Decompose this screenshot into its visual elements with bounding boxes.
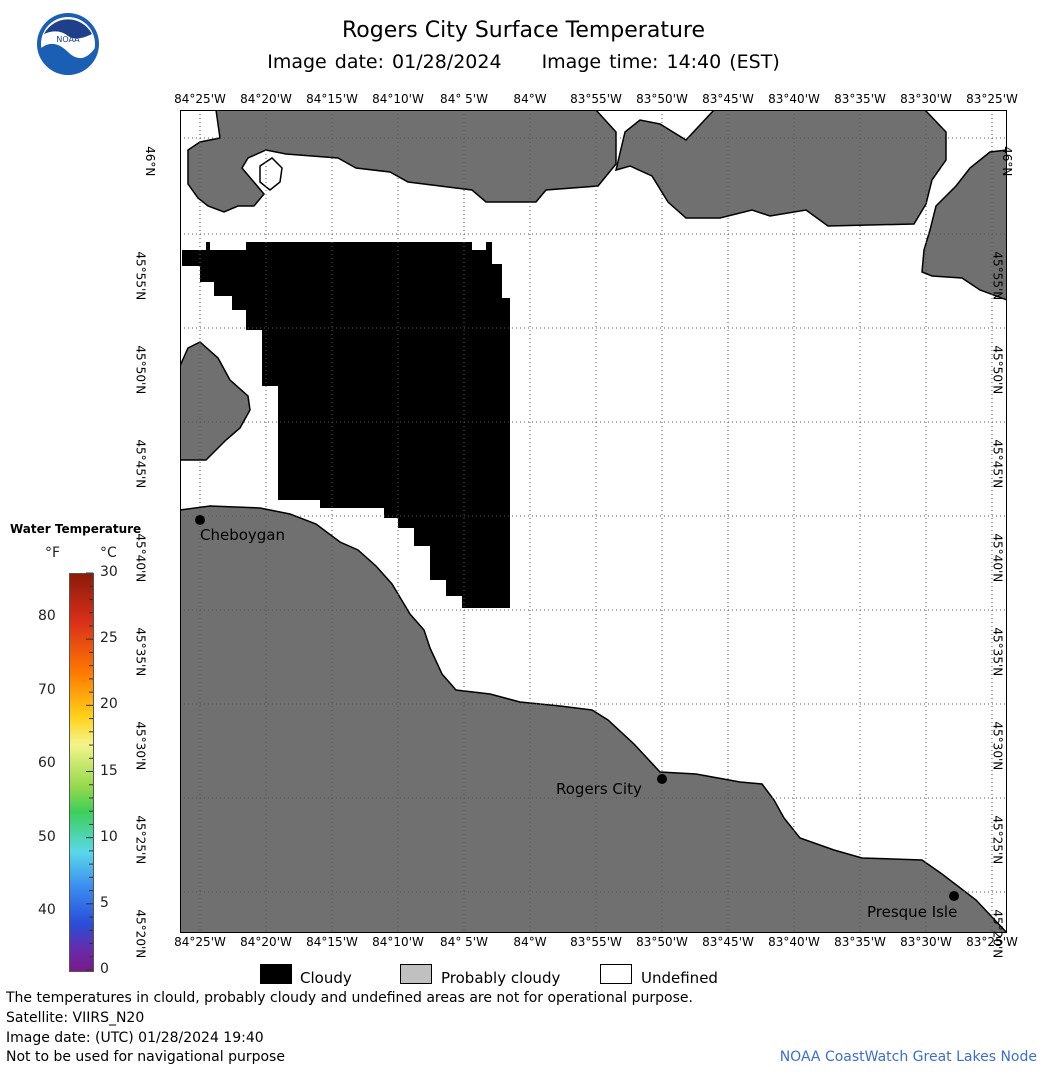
longitude-label: 84°10'W xyxy=(372,92,424,106)
longitude-label: 83°55'W xyxy=(570,935,622,949)
footer-navigation-note: Not to be used for navigational purpose xyxy=(6,1049,285,1065)
longitude-label: 84°15'W xyxy=(306,92,358,106)
longitude-label: 83°25'W xyxy=(966,92,1018,106)
longitude-label: 83°30'W xyxy=(900,935,952,949)
legend-unit-c: °C xyxy=(100,545,117,561)
land-west-point xyxy=(180,341,251,461)
footer-disclaimer: The temperatures in clould, probably clo… xyxy=(6,990,693,1006)
land-northeast xyxy=(921,149,1007,301)
latitude-label: 45°25'N xyxy=(990,815,1005,865)
land-bois-blanc xyxy=(187,110,617,213)
footer-satellite: Satellite: VIIRS_N20 xyxy=(6,1010,145,1026)
longitude-label: 84° 5'W xyxy=(440,92,488,106)
land-east-island xyxy=(614,110,947,227)
city-label-presque-isle: Presque Isle xyxy=(867,903,958,921)
key-cloudy-swatch xyxy=(260,964,292,984)
longitude-label: 84°20'W xyxy=(240,935,292,949)
longitude-label: 84°20'W xyxy=(240,92,292,106)
fahrenheit-tick-label: 50 xyxy=(38,828,56,845)
rogers-city-marker xyxy=(657,774,667,784)
longitude-label: 83°40'W xyxy=(768,92,820,106)
logo-text: NOAA xyxy=(56,35,80,44)
fahrenheit-tick-label: 60 xyxy=(38,755,56,772)
longitude-label: 83°40'W xyxy=(768,935,820,949)
longitude-label: 83°50'W xyxy=(636,92,688,106)
latitude-label: 45°55'N xyxy=(133,251,148,301)
footer-credit: NOAA CoastWatch Great Lakes Node xyxy=(779,1049,1037,1065)
longitude-label: 83°35'W xyxy=(834,935,886,949)
image-date: Image date: 01/28/2024 xyxy=(267,51,502,73)
longitude-label: 83°50'W xyxy=(636,935,688,949)
latitude-label: 45°20'N xyxy=(990,909,1005,959)
fahrenheit-tick-label: 80 xyxy=(38,608,56,625)
longitude-label: 84°W xyxy=(513,935,547,949)
footer-utc-date: Image date: (UTC) 01/28/2024 19:40 xyxy=(6,1030,264,1046)
latitude-label: 46°N xyxy=(142,146,157,177)
city-markers xyxy=(195,515,959,901)
celsius-tick-label: 0 xyxy=(100,961,109,977)
longitude-label: 84° 5'W xyxy=(440,935,488,949)
image-time: Image time: 14:40 (EST) xyxy=(541,51,780,73)
longitude-label: 83°35'W xyxy=(834,92,886,106)
latitude-label: 45°30'N xyxy=(133,721,148,771)
longitude-label: 83°55'W xyxy=(570,92,622,106)
longitude-label: 83°45'W xyxy=(702,92,754,106)
key-undefined-swatch xyxy=(600,964,632,984)
celsius-tick-label: 30 xyxy=(100,564,118,580)
latitude-label: 45°45'N xyxy=(133,439,148,489)
longitude-label: 84°25'W xyxy=(174,935,226,949)
latitude-label: 45°30'N xyxy=(990,721,1005,771)
celsius-tick-label: 20 xyxy=(100,696,118,713)
latitude-label: 46°N xyxy=(999,146,1014,177)
key-probably-cloudy-label: Probably cloudy xyxy=(441,969,561,987)
celsius-tick-label: 5 xyxy=(100,894,109,911)
fahrenheit-tick-label: 40 xyxy=(38,902,56,919)
celsius-tick-label: 15 xyxy=(100,762,118,779)
latitude-label: 45°50'N xyxy=(990,345,1005,395)
celsius-tick-label: 10 xyxy=(100,828,118,845)
longitude-label: 84°W xyxy=(513,92,547,106)
latitude-label: 45°25'N xyxy=(133,815,148,865)
latitude-label: 45°35'N xyxy=(990,627,1005,677)
longitude-label: 84°10'W xyxy=(372,935,424,949)
latitude-label: 45°55'N xyxy=(990,251,1005,301)
key-cloudy-label: Cloudy xyxy=(300,969,352,987)
temperature-map xyxy=(180,110,1007,933)
key-probably-cloudy-swatch xyxy=(400,964,432,984)
scale-ticks xyxy=(86,572,93,971)
key-undefined-label: Undefined xyxy=(641,969,718,987)
land-mainland xyxy=(180,505,1007,933)
fahrenheit-tick-label: 70 xyxy=(38,681,56,698)
legend-unit-f: °F xyxy=(45,545,61,561)
latitude-label: 45°40'N xyxy=(133,533,148,583)
city-label-rogers-city: Rogers City xyxy=(556,780,642,798)
latitude-label: 45°50'N xyxy=(133,345,148,395)
longitude-label: 83°30'W xyxy=(900,92,952,106)
longitude-label: 84°15'W xyxy=(306,935,358,949)
celsius-tick-label: 25 xyxy=(100,630,118,647)
city-label-cheboygan: Cheboygan xyxy=(200,526,286,544)
latitude-label: 45°20'N xyxy=(133,909,148,959)
presque-isle-marker xyxy=(949,891,959,901)
longitude-label: 84°25'W xyxy=(174,92,226,106)
latitude-label: 45°35'N xyxy=(133,627,148,677)
noaa-logo: NOAA xyxy=(37,13,99,75)
map-subtitle: Image date: 01/28/2024 Image time: 14:40 … xyxy=(0,51,1047,73)
map-title: Rogers City Surface Temperature xyxy=(341,18,706,43)
latitude-label: 45°40'N xyxy=(990,533,1005,583)
longitude-label: 83°45'W xyxy=(702,935,754,949)
legend-title: Water Temperature xyxy=(10,522,142,536)
land-areas xyxy=(180,110,1007,933)
cheboygan-marker xyxy=(195,515,205,525)
latitude-label: 45°45'N xyxy=(990,439,1005,489)
longitude-label: 83°25'W xyxy=(966,935,1018,949)
